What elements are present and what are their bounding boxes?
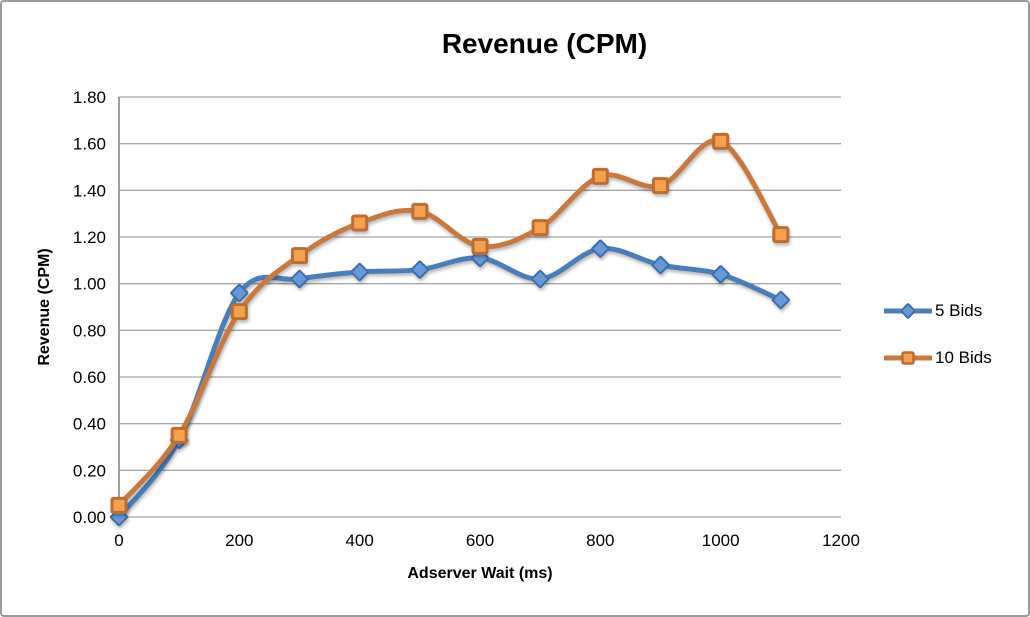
y-tick-label: 1.80 [73, 88, 106, 107]
x-tick-label: 1200 [822, 531, 860, 550]
legend-label-10-bids: 10 Bids [935, 348, 992, 367]
data-point-marker-10-bids [351, 214, 369, 232]
series-5-bids [109, 239, 790, 527]
data-point-marker-5-bids [711, 265, 730, 284]
y-tick-label: 0.40 [73, 415, 106, 434]
y-tick-label: 0.80 [73, 321, 106, 340]
data-point-marker-10-bids [531, 219, 549, 237]
legend-item-5-bids: 5 Bids [884, 301, 992, 321]
y-tick-label: 1.60 [73, 135, 106, 154]
x-tick-label: 600 [466, 531, 494, 550]
gridlines-group [118, 96, 841, 518]
x-tick-label: 0 [114, 531, 123, 550]
data-point-marker-10-bids [110, 496, 128, 514]
data-point-marker-10-bids [471, 237, 489, 255]
data-point-marker-10-bids [291, 247, 308, 265]
data-point-marker-5-bids [651, 255, 670, 275]
data-point-marker-10-bids [772, 226, 790, 244]
data-point-marker-5-bids [290, 269, 309, 289]
legend-item-10-bids: 10 Bids [884, 348, 992, 368]
y-tick-label: 0.60 [73, 368, 106, 387]
data-point-marker-10-bids [411, 202, 429, 220]
data-point-marker-5-bids [410, 260, 429, 279]
series-line-10-bids [116, 137, 784, 508]
data-point-marker-10-bids [170, 426, 188, 444]
legend: 5 Bids 10 Bids [884, 301, 992, 368]
y-tick-label: 1.00 [73, 275, 106, 294]
series-10-bids [110, 132, 790, 514]
y-tick-label: 0.20 [73, 461, 106, 480]
x-tick-label: 400 [345, 531, 373, 550]
data-point-marker-5-bids [591, 239, 610, 258]
y-tick-label: 1.20 [73, 228, 106, 247]
data-point-marker-legend [900, 303, 916, 319]
x-tick-label: 800 [586, 531, 614, 550]
data-point-marker-10-bids [652, 177, 669, 195]
series-group [109, 132, 790, 527]
data-point-marker-10-bids [712, 132, 730, 150]
data-point-marker-5-bids [350, 262, 369, 282]
tick-labels-group: 0.00 0.20 0.40 0.60 0.80 1.00 1.20 1.40 1.60 1.80… [73, 88, 860, 550]
chart-title: Revenue (CPM) [441, 28, 648, 59]
data-point-marker-5-bids [771, 290, 790, 310]
legend-marker-10-bids [884, 351, 932, 365]
y-tick-label: 0.00 [73, 508, 106, 527]
x-tick-label: 200 [225, 531, 253, 550]
data-point-marker-5-bids [230, 283, 249, 303]
y-tick-label: 1.40 [73, 181, 106, 200]
data-point-marker-10-bids [230, 303, 248, 321]
data-point-marker-10-bids [591, 167, 609, 185]
legend-label-5-bids: 5 Bids [935, 301, 983, 320]
x-tick-label: 1000 [702, 531, 740, 550]
x-axis-title: Adserver Wait (ms) [407, 565, 553, 582]
series-line-5-bids [116, 245, 784, 520]
data-point-marker-legend [901, 351, 915, 365]
data-point-marker-5-bids [531, 269, 550, 289]
y-axis-title: Revenue (CPM) [36, 248, 53, 366]
legend-marker-5-bids [884, 303, 932, 319]
